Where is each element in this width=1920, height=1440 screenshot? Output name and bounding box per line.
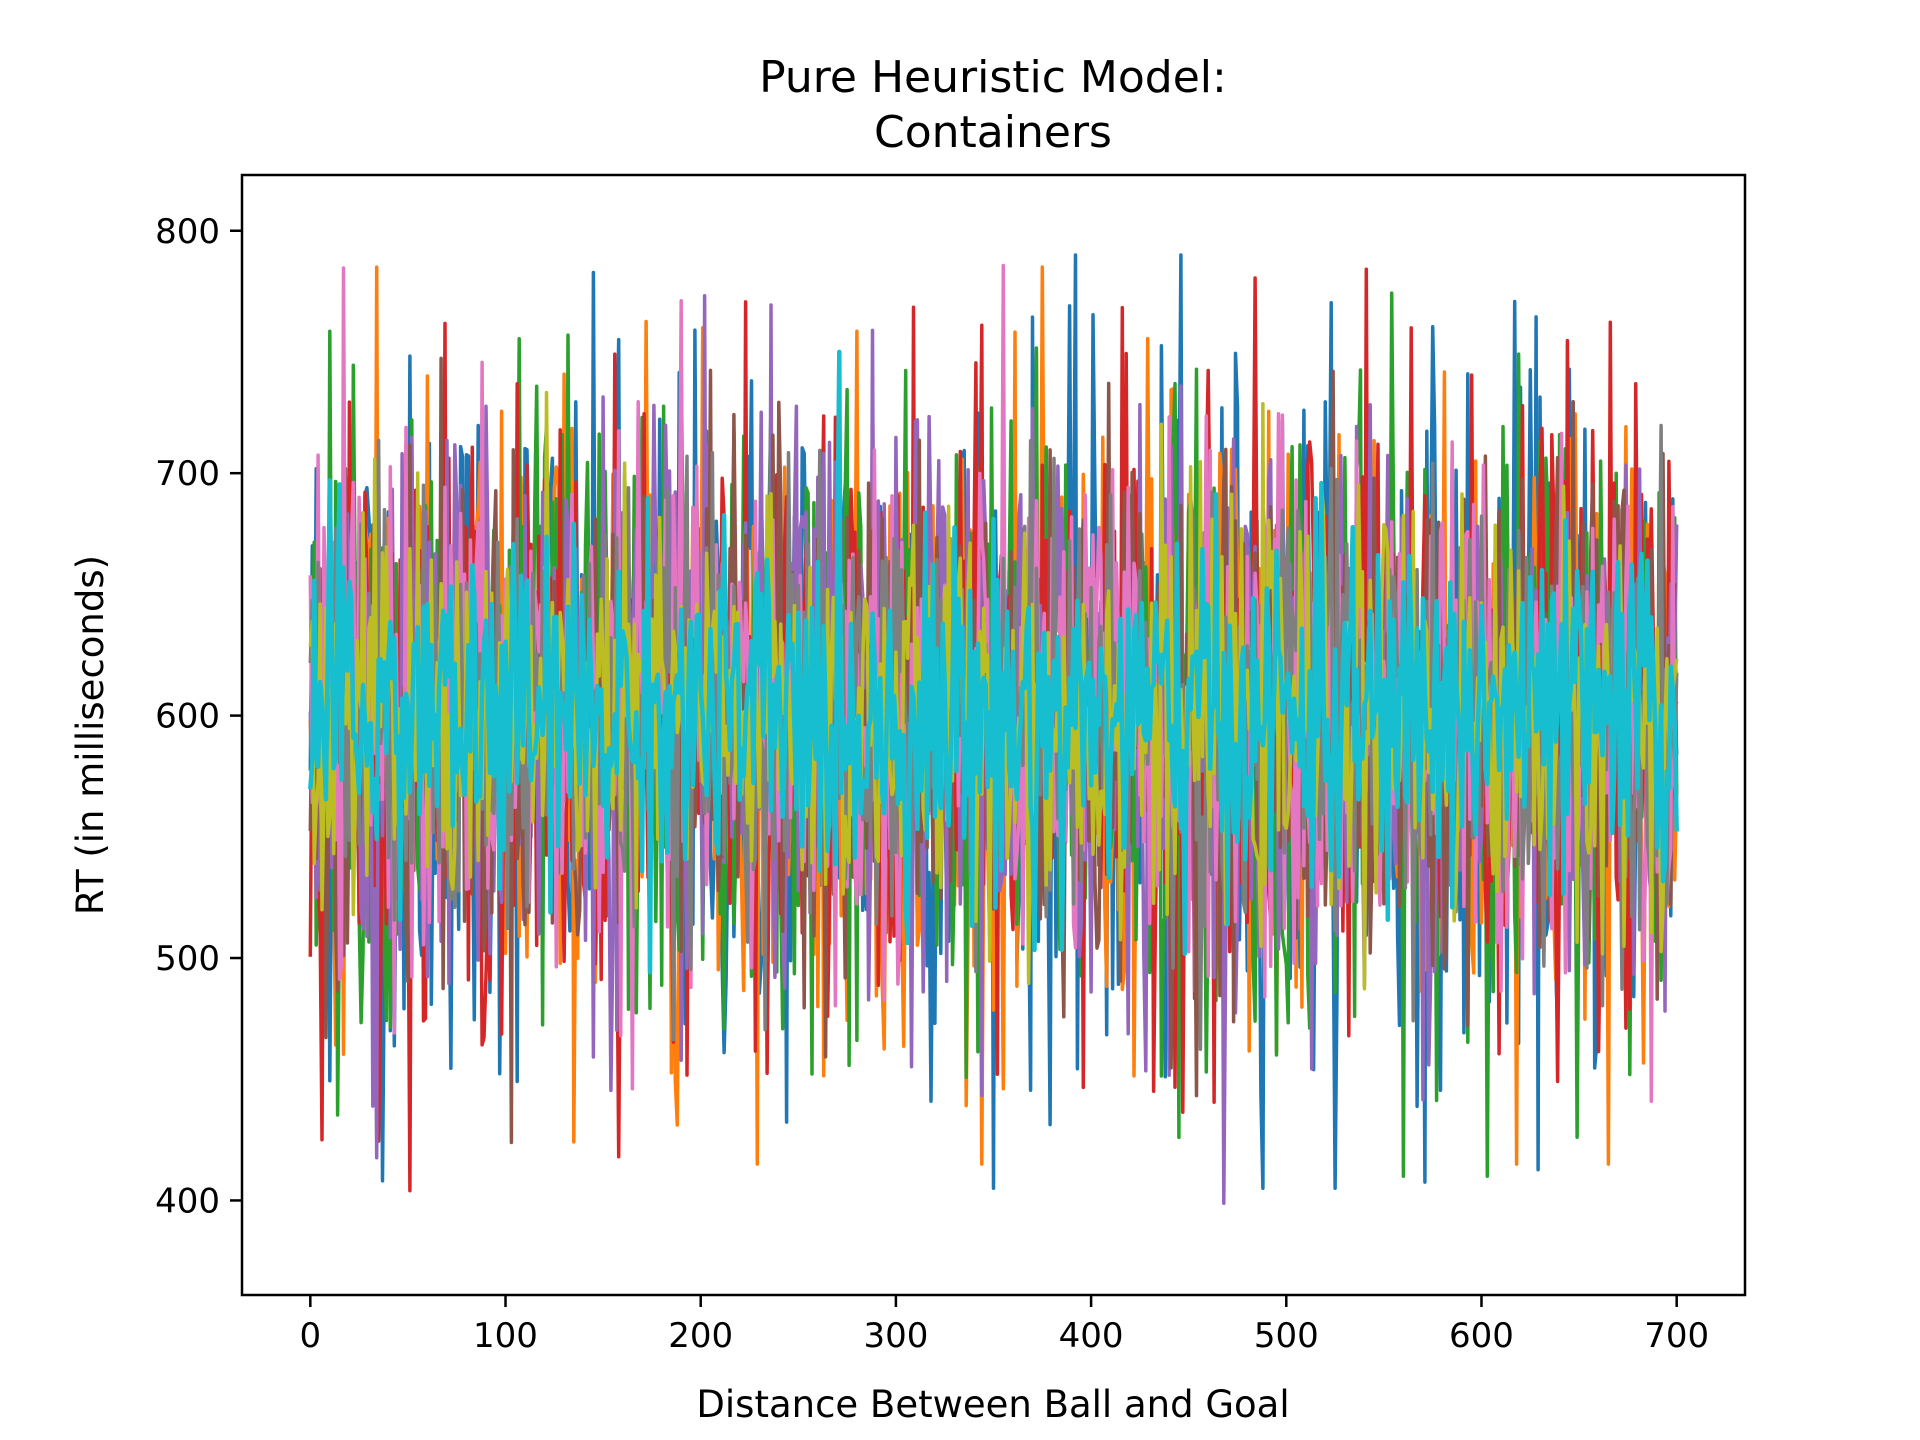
y-tick-label: 800 (155, 212, 220, 252)
x-tick-label: 200 (668, 1316, 733, 1356)
x-tick-label: 100 (473, 1316, 538, 1356)
y-tick-label: 600 (155, 697, 220, 737)
chart-title-line-1: Pure Heuristic Model: (759, 52, 1227, 103)
y-tick-label: 700 (155, 454, 220, 494)
x-tick-label: 0 (299, 1316, 321, 1356)
x-tick-label: 600 (1449, 1316, 1514, 1356)
x-tick-label: 500 (1254, 1316, 1319, 1356)
x-axis-label: Distance Between Ball and Goal (696, 1383, 1289, 1426)
series-layer (308, 253, 1679, 1206)
y-tick-label: 500 (155, 939, 220, 979)
x-axis: 0 100 200 300 400 500 600 700 (299, 1295, 1709, 1356)
y-axis: 400 500 600 700 800 (155, 212, 242, 1221)
plot-frame (240, 173, 1747, 1297)
x-tick-label: 400 (1059, 1316, 1124, 1356)
x-tick-label: 300 (863, 1316, 928, 1356)
y-tick-label: 400 (155, 1181, 220, 1221)
y-axis-label: RT (in milliseconds) (69, 555, 112, 915)
x-tick-label: 700 (1644, 1316, 1709, 1356)
series-line-10 (308, 349, 1679, 975)
chart-title-line-2: Containers (874, 107, 1112, 158)
